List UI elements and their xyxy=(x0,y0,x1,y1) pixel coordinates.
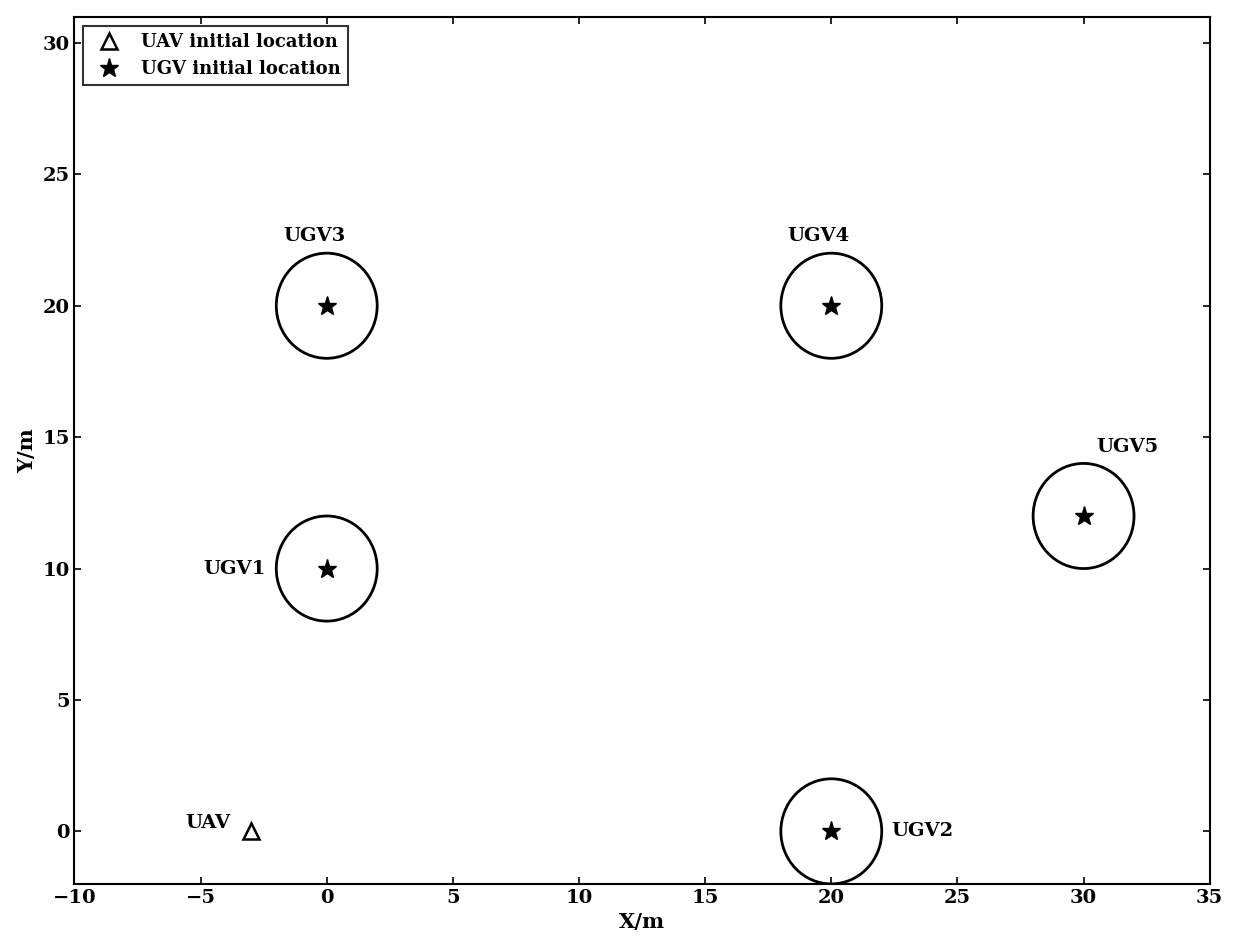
Text: UGV3: UGV3 xyxy=(283,228,345,245)
Text: UAV: UAV xyxy=(186,814,231,832)
Text: UGV1: UGV1 xyxy=(203,560,267,578)
X-axis label: X/m: X/m xyxy=(619,912,665,932)
Text: UGV5: UGV5 xyxy=(1096,437,1158,456)
Y-axis label: Y/m: Y/m xyxy=(16,428,37,473)
Text: UGV2: UGV2 xyxy=(892,823,954,841)
Text: UGV4: UGV4 xyxy=(787,228,849,245)
Legend: UAV initial location, UGV initial location: UAV initial location, UGV initial locati… xyxy=(83,26,348,85)
